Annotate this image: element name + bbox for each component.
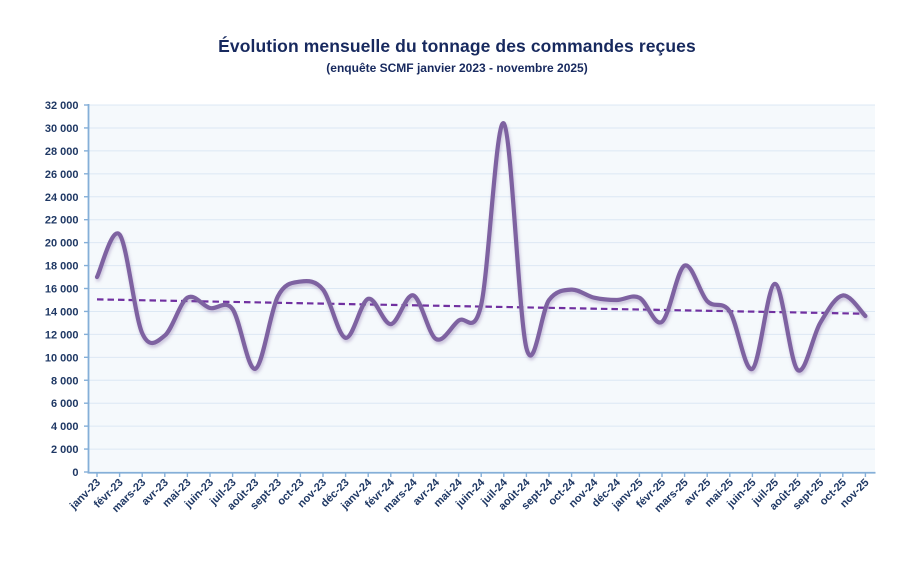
y-axis-label: 28 000 <box>45 146 79 158</box>
y-axis-label: 20 000 <box>45 238 79 250</box>
y-axis-label: 32 000 <box>45 100 79 112</box>
y-axis-label: 16 000 <box>45 284 79 296</box>
y-axis-label: 24 000 <box>45 192 79 204</box>
y-axis-label: 18 000 <box>45 261 79 273</box>
y-axis-label: 26 000 <box>45 169 79 181</box>
y-axis-label: 22 000 <box>45 215 79 227</box>
x-axis-labels: janv-23févr-23mars-23avr-23mai-23juin-23… <box>67 476 871 515</box>
y-axis-label: 4 000 <box>51 421 79 433</box>
y-axis-label: 30 000 <box>45 123 79 135</box>
chart-title: Évolution mensuelle du tonnage des comma… <box>218 36 696 56</box>
y-axis-label: 12 000 <box>45 329 79 341</box>
y-axis-label: 6 000 <box>51 398 79 410</box>
y-axis-label: 2 000 <box>51 444 79 456</box>
y-axis-label: 14 000 <box>45 306 79 318</box>
y-axis-label: 10 000 <box>45 352 79 364</box>
chart-subtitle: (enquête SCMF janvier 2023 - novembre 20… <box>326 61 588 75</box>
axes <box>84 104 876 477</box>
y-axis-labels: 0 2 000 4 000 6 000 8 000 10 000 12 000 14 000 1… <box>45 100 79 479</box>
series-line <box>94 121 868 373</box>
y-axis-label: 8 000 <box>51 375 79 387</box>
y-axis-label: 0 <box>72 467 78 479</box>
